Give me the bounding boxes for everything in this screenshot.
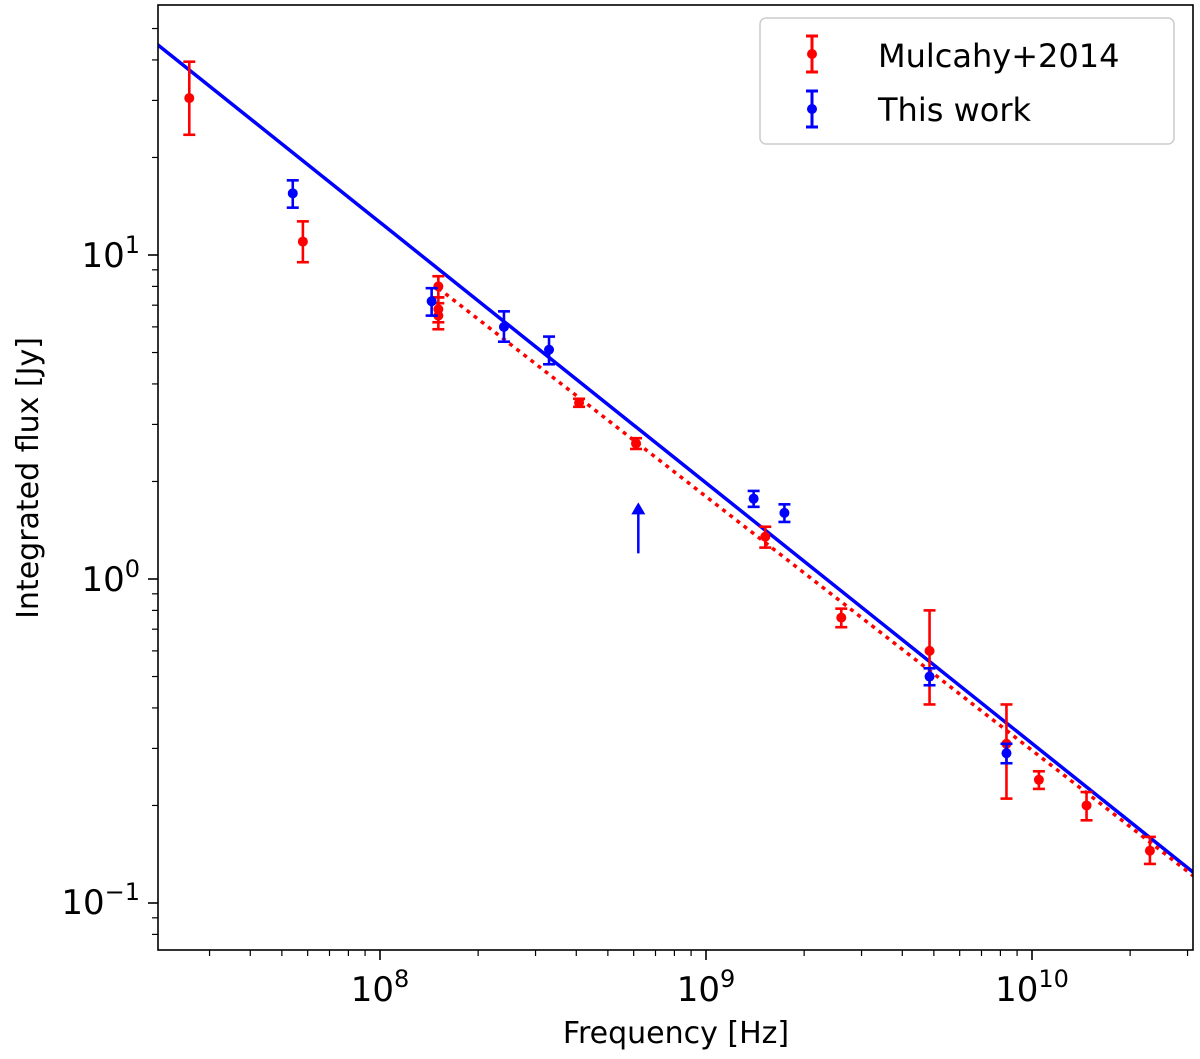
legend-label-this-work: This work bbox=[877, 91, 1031, 129]
data-point bbox=[778, 503, 791, 524]
fit-line-blue-solid bbox=[158, 42, 1193, 875]
data-point bbox=[759, 525, 772, 549]
series-this-work bbox=[286, 179, 1013, 765]
marker bbox=[426, 296, 437, 307]
legend-marker-this-work bbox=[806, 89, 818, 129]
fit-lines bbox=[158, 42, 1193, 878]
data-point bbox=[747, 489, 760, 509]
y-tick-label-1: 100 bbox=[81, 555, 140, 600]
arrow-head bbox=[631, 502, 646, 515]
x-axis-label: Frequency [Hz] bbox=[563, 1016, 789, 1051]
data-point bbox=[835, 607, 848, 629]
data-point bbox=[543, 335, 556, 366]
marker bbox=[1001, 748, 1012, 759]
marker bbox=[1144, 845, 1155, 856]
marker bbox=[574, 397, 585, 408]
marker bbox=[297, 236, 308, 247]
marker bbox=[760, 531, 771, 542]
plot-frame bbox=[157, 4, 1194, 951]
data-point bbox=[286, 179, 299, 209]
data-point bbox=[1032, 769, 1045, 791]
marker bbox=[433, 281, 444, 292]
marker bbox=[779, 507, 790, 518]
data-point bbox=[432, 296, 445, 324]
x-tick-label-1e8: 108 bbox=[351, 965, 410, 1010]
data-point bbox=[923, 667, 936, 687]
marker bbox=[544, 344, 555, 355]
marker bbox=[433, 304, 444, 315]
marker bbox=[924, 645, 935, 656]
data-point bbox=[1000, 742, 1013, 765]
data-points bbox=[183, 60, 1156, 866]
legend: Mulcahy+2014 This work bbox=[759, 17, 1175, 145]
marker bbox=[924, 671, 935, 682]
data-point bbox=[425, 286, 438, 317]
x-tick-label-1e9: 109 bbox=[677, 965, 736, 1010]
y-axis-label: Integrated flux [Jy] bbox=[11, 337, 46, 619]
fit-line-red-dotted bbox=[437, 286, 1193, 878]
data-point bbox=[497, 310, 510, 344]
data-point bbox=[923, 609, 936, 706]
marker bbox=[184, 93, 195, 104]
marker bbox=[631, 438, 642, 449]
data-point bbox=[630, 436, 643, 451]
marker bbox=[287, 188, 298, 199]
data-point bbox=[183, 60, 196, 137]
marker bbox=[1033, 774, 1044, 785]
legend-marker-mulcahy bbox=[806, 34, 818, 74]
legend-box bbox=[759, 17, 1175, 145]
axis-ticks bbox=[148, 27, 1189, 960]
data-point bbox=[573, 397, 586, 409]
lower-limit-arrow bbox=[631, 502, 646, 554]
marker bbox=[748, 493, 759, 504]
data-point bbox=[1080, 790, 1093, 822]
legend-label-mulcahy: Mulcahy+2014 bbox=[878, 37, 1119, 75]
series-mulcahy bbox=[183, 60, 1156, 866]
marker bbox=[1081, 800, 1092, 811]
data-point bbox=[432, 274, 445, 299]
marker bbox=[498, 321, 509, 332]
y-tick-label-10: 101 bbox=[81, 231, 140, 276]
marker bbox=[836, 612, 847, 623]
data-point bbox=[1143, 835, 1156, 866]
y-tick-label-0.1: 10−1 bbox=[61, 878, 140, 923]
data-point bbox=[296, 220, 309, 264]
x-tick-label-1e10: 1010 bbox=[995, 965, 1069, 1010]
